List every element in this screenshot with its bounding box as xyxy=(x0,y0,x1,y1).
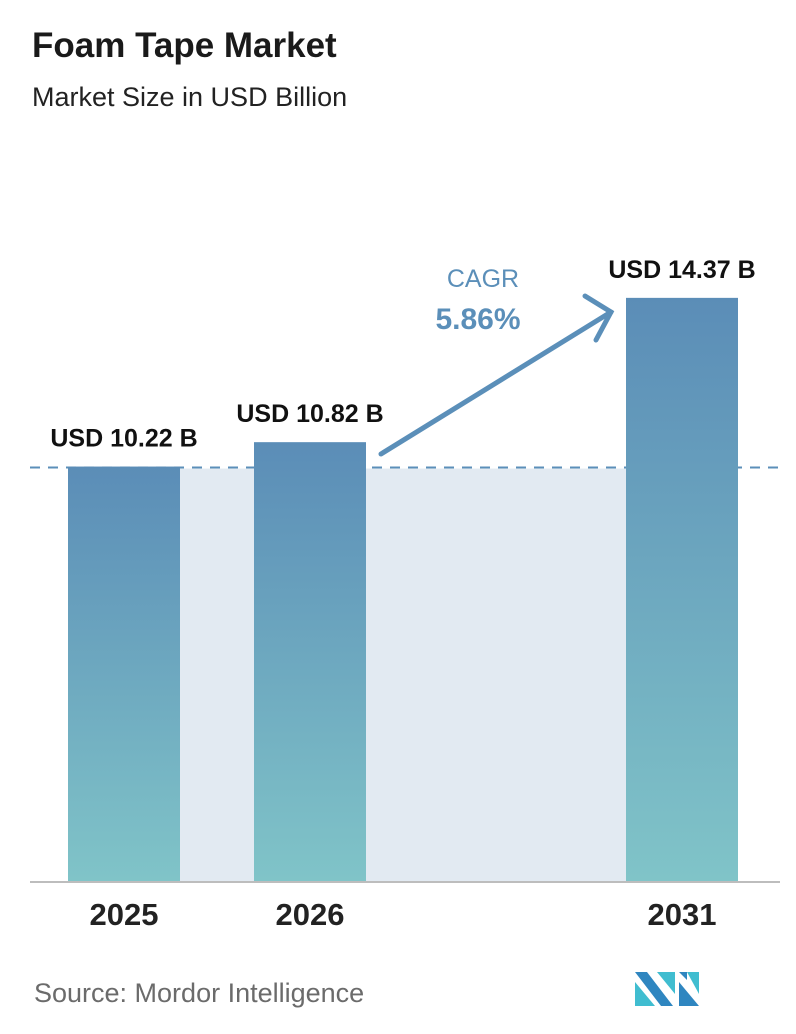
chart-subtitle: Market Size in USD Billion xyxy=(32,82,348,112)
x-tick-label: 2031 xyxy=(648,897,717,932)
cagr-value: 5.86% xyxy=(435,303,520,336)
source-note: Source: Mordor Intelligence xyxy=(34,978,365,1008)
x-tick-label: 2026 xyxy=(276,897,345,932)
cagr-arrow xyxy=(378,293,615,457)
bar-2031 xyxy=(626,297,738,882)
cagr-label: CAGR xyxy=(447,265,519,293)
mordor-logo xyxy=(635,972,699,1006)
data-label: USD 10.82 B xyxy=(236,400,383,428)
data-label: USD 10.22 B xyxy=(50,425,197,453)
baseline-band xyxy=(180,468,626,882)
x-tick-label: 2025 xyxy=(90,897,159,932)
data-label: USD 14.37 B xyxy=(608,256,755,284)
chart-title: Foam Tape Market xyxy=(32,26,337,65)
bar-2025 xyxy=(68,466,180,882)
bar-2026 xyxy=(254,442,366,882)
